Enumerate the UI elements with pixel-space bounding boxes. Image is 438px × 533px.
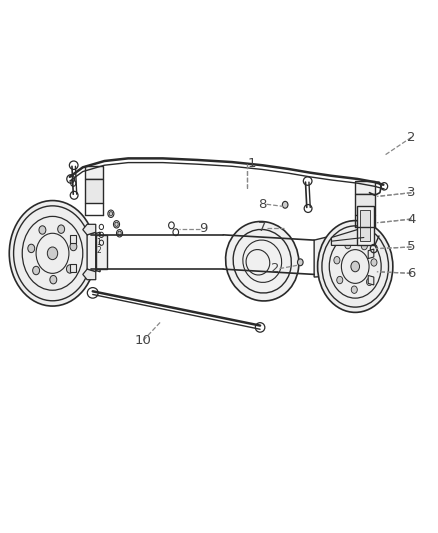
Text: 7: 7 [258, 222, 267, 235]
Ellipse shape [50, 276, 57, 284]
Polygon shape [83, 269, 96, 280]
Ellipse shape [39, 226, 46, 234]
Polygon shape [85, 166, 102, 180]
Polygon shape [85, 180, 102, 203]
Ellipse shape [67, 265, 74, 273]
Ellipse shape [226, 222, 299, 301]
Ellipse shape [351, 286, 357, 293]
Polygon shape [314, 236, 336, 277]
Ellipse shape [47, 247, 58, 260]
Polygon shape [357, 206, 374, 245]
Ellipse shape [367, 278, 372, 286]
Text: 2: 2 [407, 131, 416, 144]
Text: 5: 5 [407, 240, 416, 254]
Text: 9: 9 [200, 222, 208, 235]
Text: 3: 3 [407, 186, 416, 199]
Text: 10: 10 [135, 334, 152, 347]
Polygon shape [355, 194, 374, 215]
Ellipse shape [9, 200, 96, 306]
Text: 4: 4 [407, 213, 416, 225]
Polygon shape [87, 232, 96, 272]
Ellipse shape [351, 261, 360, 272]
Polygon shape [70, 264, 76, 272]
Polygon shape [368, 249, 374, 259]
Ellipse shape [118, 231, 121, 236]
Text: 2: 2 [271, 262, 279, 275]
Ellipse shape [334, 256, 340, 264]
Text: 6: 6 [407, 267, 416, 280]
Ellipse shape [283, 201, 288, 208]
Polygon shape [368, 276, 374, 285]
Text: 2: 2 [96, 246, 101, 255]
Ellipse shape [371, 259, 377, 266]
Polygon shape [70, 235, 76, 243]
Text: 1: 1 [96, 238, 101, 247]
Ellipse shape [28, 244, 35, 253]
Polygon shape [360, 210, 371, 241]
Text: 1: 1 [247, 157, 256, 170]
Ellipse shape [297, 259, 303, 266]
Ellipse shape [345, 241, 351, 249]
Ellipse shape [318, 221, 393, 312]
Ellipse shape [33, 266, 39, 274]
Ellipse shape [361, 243, 367, 250]
Polygon shape [355, 181, 374, 194]
Ellipse shape [58, 225, 65, 233]
Polygon shape [83, 224, 96, 235]
Polygon shape [96, 235, 106, 269]
Polygon shape [332, 230, 364, 245]
Ellipse shape [70, 243, 77, 251]
Ellipse shape [337, 276, 343, 284]
Ellipse shape [115, 222, 118, 227]
Ellipse shape [109, 212, 113, 216]
Polygon shape [92, 232, 100, 272]
Text: 8: 8 [258, 198, 267, 211]
